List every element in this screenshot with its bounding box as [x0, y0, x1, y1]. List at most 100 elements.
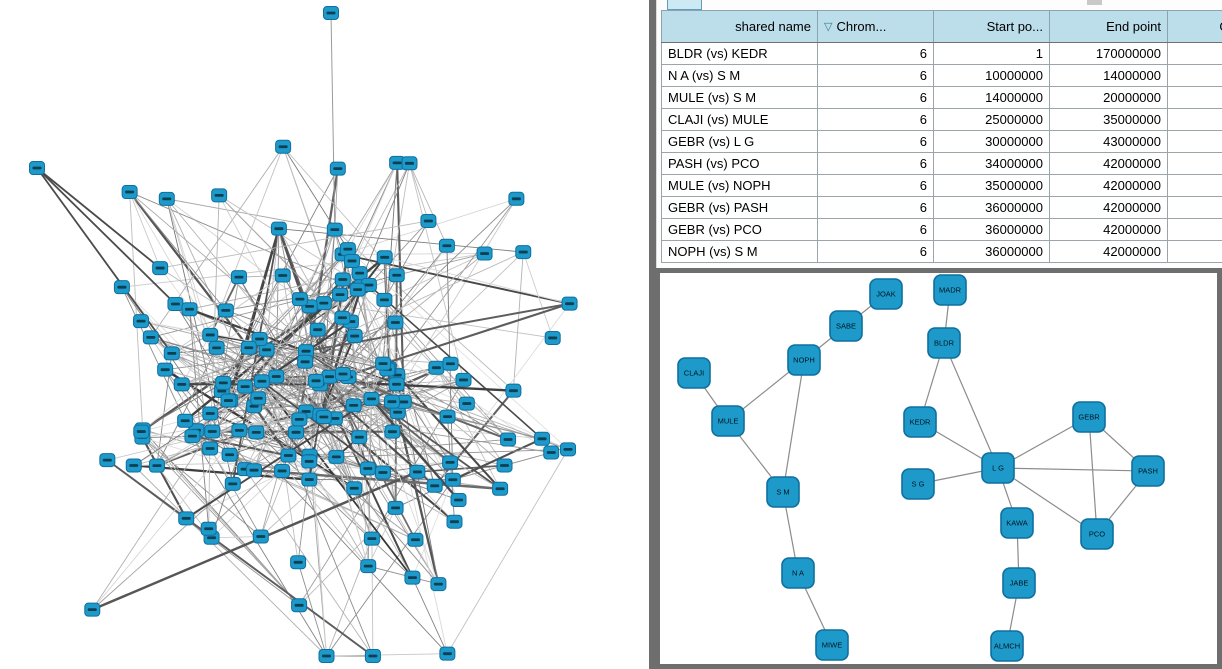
- network-node[interactable]: [291, 292, 308, 307]
- network-node[interactable]: [326, 222, 343, 237]
- table-cell[interactable]: 36000000: [933, 240, 1050, 263]
- table-cell[interactable]: 30000000: [933, 130, 1050, 153]
- table-cell[interactable]: 42000000: [1049, 152, 1168, 175]
- network-node[interactable]: [142, 330, 159, 345]
- network-node[interactable]: [274, 268, 291, 283]
- network-node[interactable]: [290, 555, 307, 570]
- table-cell[interactable]: 42000000: [1049, 240, 1168, 263]
- network-node-SM[interactable]: S M: [766, 476, 800, 508]
- network-edge[interactable]: [997, 467, 1098, 535]
- table-row[interactable]: GEBR (vs) PCO636000000420000008.4: [661, 218, 1222, 241]
- network-node[interactable]: [99, 453, 116, 468]
- sub-network-panel[interactable]: JOAK SABE NOPH CLAJI MULE S M N A MIWE MADR BLDR K…: [655, 268, 1222, 669]
- network-node[interactable]: [152, 261, 169, 276]
- network-node[interactable]: [204, 424, 221, 439]
- network-node[interactable]: [349, 282, 366, 297]
- network-node[interactable]: [387, 315, 404, 330]
- table-row[interactable]: CLAJI (vs) MULE625000000350000005.9: [661, 108, 1222, 131]
- network-node[interactable]: [230, 270, 247, 285]
- network-node[interactable]: [407, 532, 424, 547]
- full-network-canvas[interactable]: [0, 0, 650, 669]
- network-node[interactable]: [200, 521, 217, 536]
- network-node[interactable]: [253, 374, 270, 389]
- network-node[interactable]: [246, 463, 263, 478]
- table-cell[interactable]: 25000000: [933, 108, 1050, 131]
- network-node[interactable]: [184, 429, 201, 444]
- network-node-PCO[interactable]: PCO: [1080, 518, 1114, 550]
- table-cell[interactable]: 6: [817, 240, 934, 263]
- network-node[interactable]: [388, 268, 405, 283]
- network-node[interactable]: [211, 188, 228, 203]
- network-node-KEDR[interactable]: KEDR: [903, 406, 937, 438]
- network-node[interactable]: [202, 327, 219, 342]
- network-node[interactable]: [309, 322, 326, 337]
- network-node[interactable]: [430, 577, 447, 592]
- table-cell[interactable]: 6: [817, 174, 934, 197]
- network-node[interactable]: [420, 213, 437, 228]
- table-cell[interactable]: 36000000: [933, 196, 1050, 219]
- network-node[interactable]: [167, 296, 184, 311]
- network-node-MIWE[interactable]: MIWE: [815, 629, 849, 661]
- network-node[interactable]: [240, 340, 257, 355]
- column-header-1[interactable]: ▽ Chrom...: [817, 10, 934, 43]
- network-node[interactable]: [444, 472, 461, 487]
- network-node[interactable]: [401, 156, 418, 171]
- network-node[interactable]: [318, 649, 335, 663]
- table-cell[interactable]: 6: [817, 108, 934, 131]
- network-node-JOAK[interactable]: JOAK: [869, 278, 903, 310]
- network-node[interactable]: [121, 185, 138, 200]
- network-node[interactable]: [376, 250, 393, 265]
- network-node[interactable]: [428, 360, 445, 375]
- table-row[interactable]: GEBR (vs) PASH636000000420000008.9: [661, 196, 1222, 219]
- network-node[interactable]: [133, 424, 150, 439]
- network-node[interactable]: [217, 303, 234, 318]
- network-node[interactable]: [208, 340, 225, 355]
- table-cell[interactable]: 192.0: [1167, 42, 1222, 65]
- network-node[interactable]: [308, 373, 325, 388]
- network-node[interactable]: [315, 296, 332, 311]
- table-cell[interactable]: 170000000: [1049, 42, 1168, 65]
- table-cell[interactable]: 35000000: [933, 174, 1050, 197]
- table-cell[interactable]: 42000000: [1049, 174, 1168, 197]
- table-cell[interactable]: 7.5: [1167, 86, 1222, 109]
- network-node[interactable]: [387, 500, 404, 515]
- network-node[interactable]: [202, 441, 219, 456]
- table-cell[interactable]: MULE (vs) NOPH: [661, 174, 818, 197]
- network-node[interactable]: [346, 329, 363, 344]
- network-node-SABE[interactable]: SABE: [829, 310, 863, 342]
- network-node[interactable]: [384, 424, 401, 439]
- table-cell[interactable]: GEBR (vs) PASH: [661, 196, 818, 219]
- network-node[interactable]: [163, 346, 180, 361]
- network-node[interactable]: [288, 425, 305, 440]
- network-node[interactable]: [500, 432, 517, 447]
- table-cell[interactable]: PASH (vs) PCO: [661, 152, 818, 175]
- table-cell[interactable]: 9.9: [1167, 240, 1222, 263]
- network-node[interactable]: [543, 445, 560, 460]
- network-node[interactable]: [344, 253, 361, 268]
- network-node[interactable]: [360, 559, 377, 574]
- network-node[interactable]: [334, 310, 351, 325]
- network-node[interactable]: [177, 413, 194, 428]
- network-node[interactable]: [505, 383, 522, 398]
- network-node[interactable]: [492, 481, 509, 496]
- network-node[interactable]: [374, 465, 391, 480]
- table-cell[interactable]: GEBR (vs) L G: [661, 130, 818, 153]
- table-cell[interactable]: 6: [817, 152, 934, 175]
- network-node[interactable]: [560, 442, 577, 457]
- network-node[interactable]: [404, 570, 421, 585]
- table-cell[interactable]: NOPH (vs) S M: [661, 240, 818, 263]
- network-node[interactable]: [301, 472, 318, 487]
- network-node[interactable]: [375, 356, 392, 371]
- network-node[interactable]: [248, 425, 265, 440]
- table-cell[interactable]: 8.9: [1167, 196, 1222, 219]
- network-node[interactable]: [250, 391, 267, 406]
- network-node[interactable]: [544, 330, 561, 345]
- filter-funnel-icon[interactable]: ▽: [824, 21, 833, 33]
- network-node[interactable]: [363, 531, 380, 546]
- table-row[interactable]: MULE (vs) NOPH6350000004200000010.5: [661, 174, 1222, 197]
- network-node[interactable]: [334, 366, 351, 381]
- table-cell[interactable]: 1: [933, 42, 1050, 65]
- table-cell[interactable]: 8.4: [1167, 218, 1222, 241]
- network-node[interactable]: [113, 280, 130, 295]
- network-node[interactable]: [363, 391, 380, 406]
